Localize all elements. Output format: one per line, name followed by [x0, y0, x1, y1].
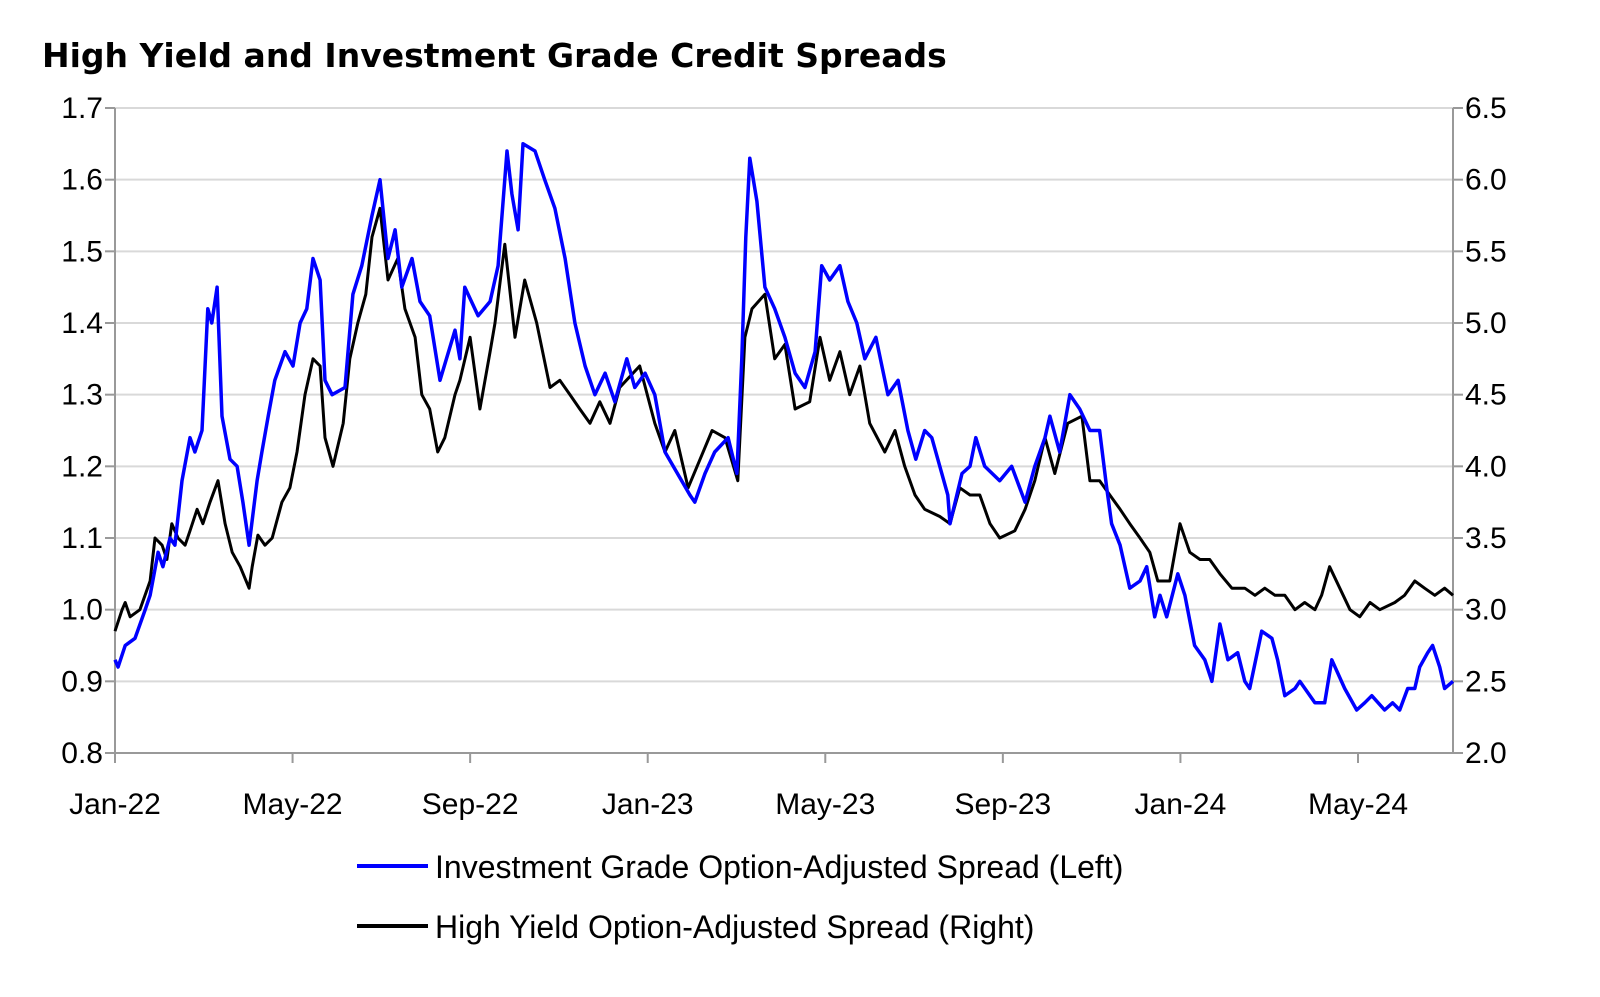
y-left-tick-label: 1.5 [61, 235, 103, 268]
x-tick-label: May-24 [1308, 788, 1408, 821]
y-right-tick-label: 6.0 [1465, 164, 1507, 197]
x-tick-label: Jan-24 [1135, 788, 1227, 821]
x-tick-label: May-22 [243, 788, 343, 821]
legend-label-ig: Investment Grade Option-Adjusted Spread … [435, 849, 1123, 885]
legend: Investment Grade Option-Adjusted Spread … [357, 849, 1123, 945]
x-tick-label: May-23 [775, 788, 875, 821]
y-right-tick-label: 3.5 [1465, 522, 1507, 555]
y-right-tick-label: 2.5 [1465, 665, 1507, 698]
hy-spread-line [113, 206, 1454, 632]
axes: 0.8 0.9 1.0 1.1 1.2 1.3 1.4 1.5 1.6 1.7 2.0 2.5 3.0 3… [61, 92, 1506, 821]
y-left-tick-label: 1.2 [61, 450, 103, 483]
y-left-tick-label: 1.0 [61, 594, 103, 627]
y-left-tick-label: 1.4 [61, 307, 103, 340]
y-left-tick-label: 1.1 [61, 522, 103, 555]
y-left-tick-label: 1.6 [61, 164, 103, 197]
legend-label-hy: High Yield Option-Adjusted Spread (Right… [435, 909, 1034, 945]
x-tick-label: Jan-22 [69, 788, 161, 821]
y-right-tick-label: 4.0 [1465, 450, 1507, 483]
y-right-tick-label: 3.0 [1465, 594, 1507, 627]
y-right-tick-label: 4.5 [1465, 379, 1507, 412]
y-left-tick-label: 1.3 [61, 379, 103, 412]
x-tick-label: Sep-22 [422, 788, 519, 821]
y-right-tick-label: 5.0 [1465, 307, 1507, 340]
chart-title: High Yield and Investment Grade Credit S… [42, 36, 947, 75]
y-right-tick-label: 6.5 [1465, 92, 1507, 125]
ig-spread-line [113, 142, 1455, 712]
x-tick-label: Sep-23 [954, 788, 1051, 821]
y-left-tick-label: 0.8 [61, 737, 103, 770]
series-lines [113, 142, 1455, 712]
y-right-tick-label: 2.0 [1465, 737, 1507, 770]
y-left-tick-label: 1.7 [61, 92, 103, 125]
x-tick-label: Jan-23 [602, 788, 694, 821]
gridlines [115, 107, 1453, 683]
y-left-tick-label: 0.9 [61, 665, 103, 698]
y-right-tick-label: 5.5 [1465, 235, 1507, 268]
